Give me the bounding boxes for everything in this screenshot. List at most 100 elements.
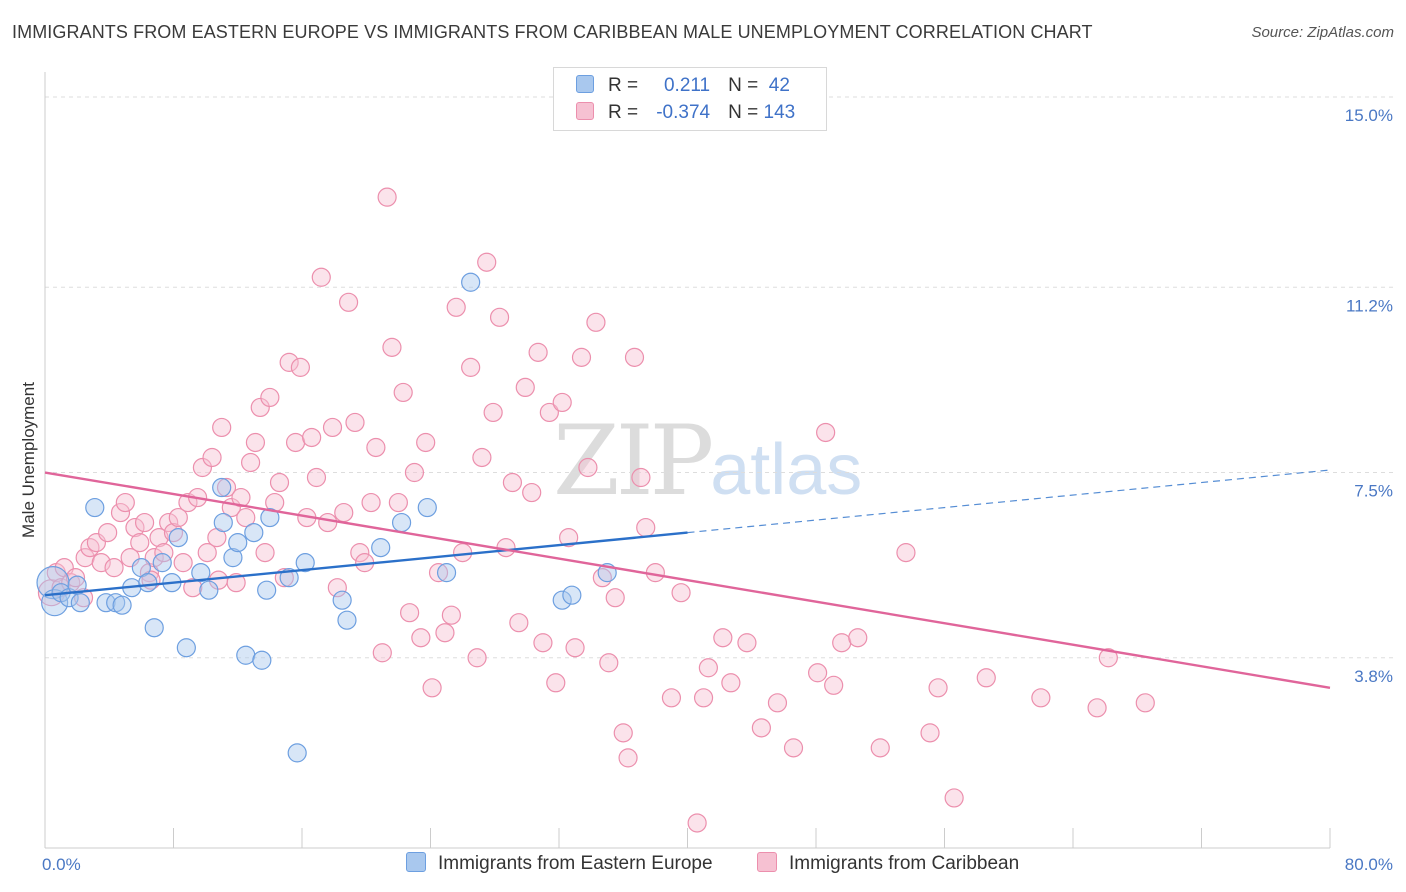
caribbean-point — [687, 813, 707, 833]
legend-row-eastern-europe: R = 0.211 N = 42 — [576, 75, 790, 99]
eastern-europe-point — [144, 618, 164, 638]
caribbean-point — [285, 432, 306, 453]
caribbean-point — [586, 312, 606, 332]
eastern-europe-point — [176, 638, 196, 658]
caribbean-point — [631, 467, 651, 488]
eastern-europe-point — [260, 507, 280, 528]
y-tick-label: 3.8% — [1354, 667, 1393, 686]
caribbean-point — [125, 517, 145, 538]
caribbean-point — [192, 457, 213, 478]
caribbean-point — [896, 543, 916, 563]
source-label: Source: ZipAtlas.com — [1251, 24, 1394, 41]
series-eastern-europe-points — [36, 272, 617, 763]
caribbean-point — [618, 748, 638, 768]
caribbean-point — [477, 252, 497, 272]
caribbean-point — [832, 633, 852, 653]
caribbean-point — [302, 427, 322, 448]
y-tick-label: 11.2% — [1346, 296, 1393, 315]
eastern-europe-point — [279, 568, 299, 588]
eastern-europe-point — [257, 580, 277, 600]
caribbean-point — [350, 543, 370, 563]
caribbean-point — [808, 663, 828, 683]
eastern-europe-trend-extension — [687, 469, 1331, 534]
caribbean-point — [1087, 698, 1107, 718]
caribbean-point — [366, 437, 386, 458]
caribbean-point — [212, 417, 232, 438]
caribbean-point — [671, 583, 691, 603]
legend-swatch-pink — [576, 102, 594, 120]
eastern-europe-point — [228, 533, 248, 553]
caribbean-point — [509, 613, 529, 633]
caribbean-point — [928, 678, 948, 698]
caribbean-point — [416, 432, 436, 453]
caribbean-point — [260, 387, 280, 408]
caribbean-point — [159, 512, 179, 533]
legend-r-label: R = — [608, 75, 639, 96]
watermark-atlas: atlas — [710, 430, 863, 510]
series-legend: Immigrants from Eastern Europe Immigrant… — [0, 852, 1406, 878]
eastern-europe-point — [236, 645, 256, 665]
caribbean-point — [306, 467, 327, 488]
caribbean-point — [472, 447, 492, 468]
eastern-europe-point — [371, 538, 391, 558]
caribbean-point — [1031, 688, 1051, 708]
eastern-europe-point — [67, 575, 87, 595]
eastern-europe-point — [562, 585, 582, 605]
caribbean-point — [533, 633, 553, 653]
legend-item-swatch — [757, 852, 777, 872]
caribbean-point — [483, 402, 503, 423]
legend-row-caribbean: R = -0.374 N = 143 — [576, 102, 795, 126]
caribbean-point — [489, 307, 510, 327]
y-tick-label: 7.5% — [1354, 482, 1393, 501]
caribbean-point — [98, 522, 118, 543]
caribbean-point — [661, 688, 682, 708]
watermark: ZIPatlas — [553, 405, 862, 517]
caribbean-point — [110, 502, 131, 523]
caribbean-point — [115, 492, 135, 513]
caribbean-point — [599, 653, 619, 673]
caribbean-point — [578, 457, 598, 478]
caribbean-point — [216, 477, 237, 498]
legend-n-label: N = — [728, 75, 759, 96]
caribbean-point — [311, 267, 331, 287]
caribbean-point — [202, 447, 222, 468]
caribbean-point — [552, 392, 572, 413]
caribbean-point — [515, 377, 535, 398]
caribbean-point — [334, 502, 354, 523]
caribbean-point — [372, 643, 392, 663]
caribbean-point — [816, 422, 836, 443]
caribbean-point — [269, 472, 290, 493]
caribbean-point — [713, 628, 733, 648]
eastern-europe-point — [332, 590, 352, 610]
gridlines — [45, 96, 1395, 659]
eastern-europe-point — [41, 589, 69, 617]
legend-item-swatch — [406, 852, 426, 872]
caribbean-point — [698, 658, 718, 678]
axes — [44, 72, 1331, 849]
caribbean-point — [245, 432, 266, 453]
watermark-zip: ZIP — [553, 405, 714, 517]
legend-r-value: 0.211 — [663, 75, 711, 96]
caribbean-point — [571, 347, 592, 367]
caribbean-trend-line — [44, 471, 1331, 689]
caribbean-point — [522, 482, 542, 503]
caribbean-point — [693, 688, 714, 708]
caribbean-point — [393, 382, 413, 403]
eastern-europe-point — [168, 527, 188, 548]
caribbean-point — [149, 527, 169, 548]
legend-item-eastern-europe: Immigrants from Eastern Europe — [406, 852, 713, 875]
eastern-europe-point — [252, 650, 272, 670]
caribbean-point — [767, 693, 788, 713]
legend-swatch-blue — [576, 75, 594, 93]
eastern-europe-point — [552, 590, 572, 610]
legend-item-label: Immigrants from Eastern Europe — [438, 853, 713, 874]
eastern-europe-point — [152, 553, 172, 573]
caribbean-point — [154, 543, 174, 563]
caribbean-point — [411, 628, 431, 648]
eastern-europe-point — [223, 548, 243, 568]
legend-n-value: 42 — [768, 75, 790, 96]
caribbean-point — [338, 292, 359, 312]
caribbean-point — [173, 553, 193, 573]
caribbean-point — [318, 512, 338, 533]
